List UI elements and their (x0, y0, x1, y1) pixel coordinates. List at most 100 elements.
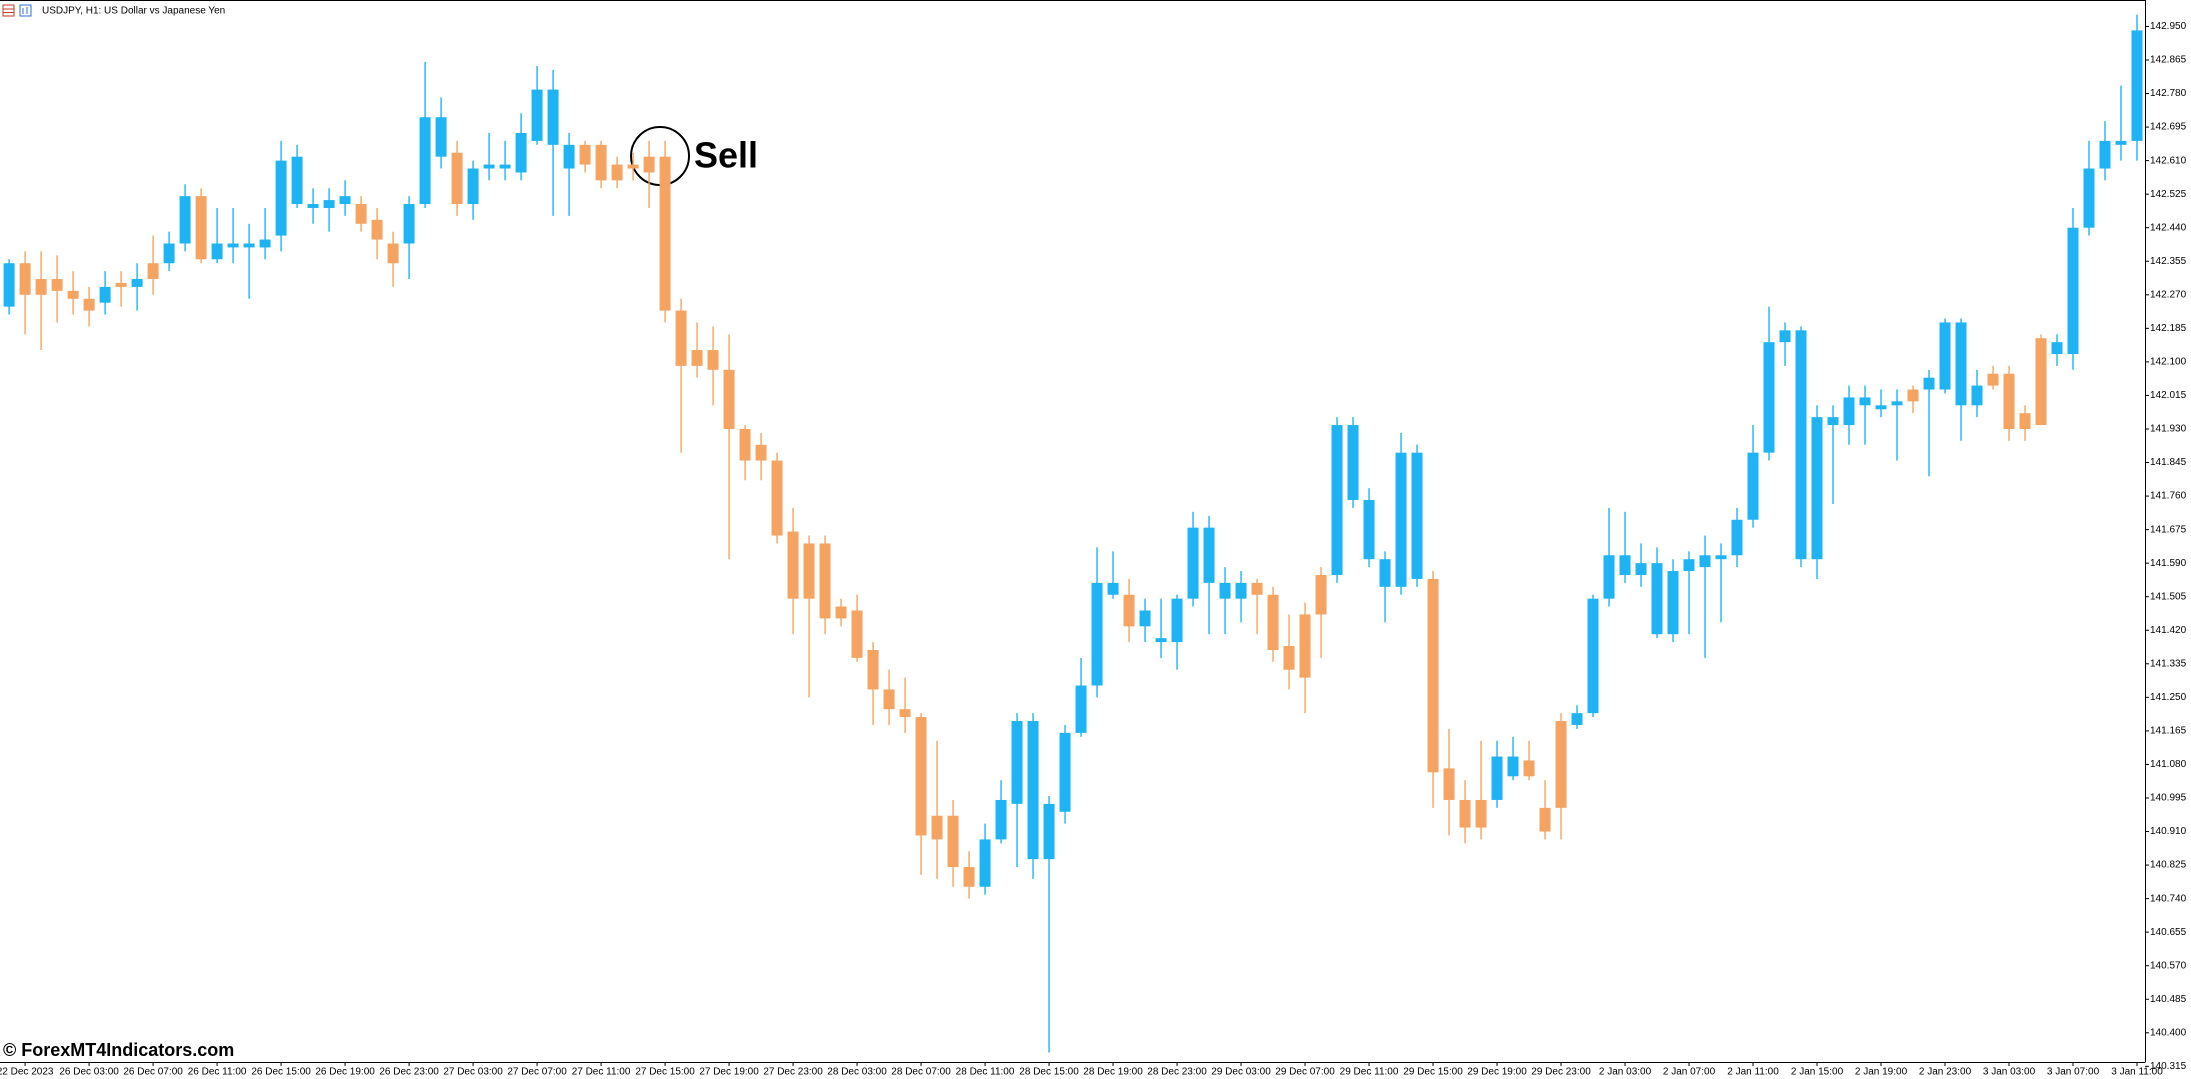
candle-body (1091, 582, 1103, 686)
candle-body (931, 815, 943, 840)
candle-body (99, 286, 111, 303)
y-tick-label: 142.270 (2150, 289, 2187, 300)
candle-body (1491, 756, 1503, 800)
candle-body (1027, 721, 1039, 860)
candle-body (595, 144, 607, 181)
candle-body (1155, 638, 1167, 643)
candle-body (1779, 330, 1791, 343)
candle-body (2035, 338, 2047, 426)
candle-body (179, 196, 191, 244)
candle-body (771, 460, 783, 536)
candle-body (3, 263, 15, 307)
candle-body (563, 144, 575, 169)
x-tick-label: 28 Dec 23:00 (1147, 1067, 1207, 1078)
y-tick-label: 141.760 (2150, 491, 2187, 502)
candle-body (403, 204, 415, 244)
x-tick-label: 27 Dec 15:00 (635, 1067, 695, 1078)
candle-body (1555, 721, 1567, 808)
candle-body (387, 243, 399, 264)
candle-body (1635, 563, 1647, 576)
x-tick-label: 26 Dec 15:00 (251, 1067, 311, 1078)
candle-body (1139, 610, 1151, 627)
candle-body (1283, 646, 1295, 670)
candle-body (675, 310, 687, 366)
candle-body (755, 444, 767, 461)
y-tick-label: 140.400 (2150, 1027, 2187, 1038)
x-tick-label: 2 Jan 23:00 (1919, 1067, 1972, 1078)
candle-body (851, 610, 863, 658)
x-tick-label: 27 Dec 23:00 (763, 1067, 823, 1078)
chart-title: USDJPY, H1: US Dollar vs Japanese Yen (42, 6, 225, 17)
candle-body (547, 89, 559, 145)
candle-body (739, 428, 751, 461)
candle-body (1315, 575, 1327, 615)
candle-body (995, 799, 1007, 840)
icon (19, 4, 32, 17)
y-tick-label: 140.315 (2150, 1061, 2187, 1072)
annotation: Sell (694, 135, 758, 176)
candle-body (227, 243, 239, 248)
candle-body (1539, 807, 1551, 832)
candle-body (1395, 452, 1407, 587)
candle-body (1955, 322, 1967, 406)
candle-body (2131, 30, 2143, 141)
x-tick-label: 26 Dec 23:00 (379, 1067, 439, 1078)
x-tick-label: 29 Dec 19:00 (1467, 1067, 1527, 1078)
x-tick-label: 28 Dec 19:00 (1083, 1067, 1143, 1078)
candle-body (1811, 417, 1823, 560)
candle-body (435, 117, 447, 157)
x-tick-label: 3 Jan 03:00 (1983, 1067, 2036, 1078)
candle-body (1859, 397, 1871, 406)
candle-body (1075, 685, 1087, 733)
y-tick-label: 141.590 (2150, 558, 2187, 569)
candle-body (1699, 555, 1711, 568)
candle-body (195, 196, 207, 260)
candle-body (1827, 417, 1839, 426)
x-tick-label: 26 Dec 03:00 (59, 1067, 119, 1078)
candle-body (1907, 389, 1919, 402)
candle-body (819, 543, 831, 619)
x-tick-label: 28 Dec 15:00 (1019, 1067, 1079, 1078)
y-tick-label: 141.930 (2150, 424, 2187, 435)
candle-body (131, 279, 143, 287)
candle-body (979, 839, 991, 887)
x-tick-label: 28 Dec 07:00 (891, 1067, 951, 1078)
candle-body (1171, 598, 1183, 643)
candle-body (2003, 373, 2015, 429)
x-tick-label: 22 Dec 2023 (0, 1067, 54, 1078)
candle-body (723, 369, 735, 429)
y-tick-label: 142.015 (2150, 390, 2187, 401)
candle-body (1667, 571, 1679, 635)
candle-body (275, 160, 287, 236)
candle-body (83, 298, 95, 311)
candle-body (1843, 397, 1855, 426)
candle-body (1475, 799, 1487, 828)
x-tick-label: 29 Dec 07:00 (1275, 1067, 1335, 1078)
x-tick-label: 29 Dec 03:00 (1211, 1067, 1271, 1078)
x-tick-label: 28 Dec 11:00 (956, 1067, 1015, 1078)
y-tick-label: 140.485 (2150, 994, 2187, 1005)
candle-body (1571, 713, 1583, 725)
y-tick-label: 142.185 (2150, 323, 2187, 334)
candle-body (35, 279, 47, 295)
y-tick-label: 142.610 (2150, 155, 2187, 166)
candle-body (163, 243, 175, 264)
y-tick-label: 141.420 (2150, 625, 2187, 636)
candle-body (1187, 527, 1199, 599)
x-tick-label: 2 Jan 07:00 (1663, 1067, 1716, 1078)
candle-body (515, 132, 527, 173)
candle-body (1011, 721, 1023, 804)
y-tick-label: 141.675 (2150, 524, 2187, 535)
candle-body (883, 689, 895, 710)
y-tick-label: 141.165 (2150, 726, 2187, 737)
candles (3, 14, 2143, 1053)
candle-body (19, 263, 31, 295)
candle-body (1715, 555, 1727, 560)
x-tick-label: 2 Jan 19:00 (1855, 1067, 1908, 1078)
candle-body (1107, 582, 1119, 595)
candle-body (531, 89, 543, 141)
candle-body (707, 350, 719, 370)
x-tick-label: 3 Jan 11:00 (2111, 1067, 2163, 1078)
candle-body (147, 263, 159, 280)
